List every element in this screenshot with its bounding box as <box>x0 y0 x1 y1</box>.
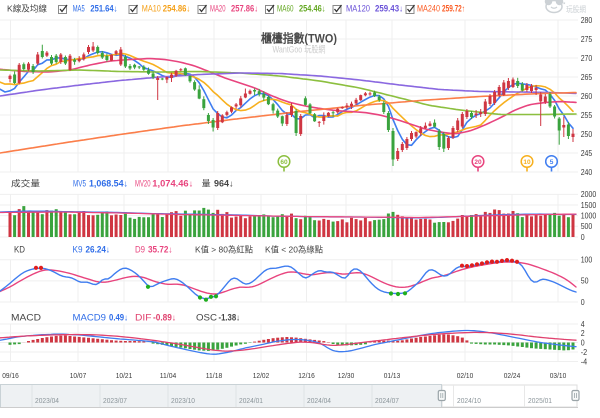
svg-text:245: 245 <box>581 149 593 158</box>
svg-text:0.49↓: 0.49↓ <box>109 313 128 323</box>
svg-text:2025/01: 2025/01 <box>528 398 552 405</box>
svg-text:03/10: 03/10 <box>550 371 567 380</box>
svg-text:250: 250 <box>581 130 593 139</box>
svg-text:257.86↓: 257.86↓ <box>231 3 258 13</box>
svg-text:10: 10 <box>523 159 531 166</box>
svg-text:259.43↓: 259.43↓ <box>375 3 403 13</box>
svg-text:2023/10: 2023/10 <box>171 398 195 405</box>
svg-text:DIF: DIF <box>135 313 152 323</box>
svg-text:260: 260 <box>581 92 593 101</box>
svg-text:2024/07: 2024/07 <box>375 398 399 405</box>
svg-text:20: 20 <box>474 159 482 166</box>
svg-text:280: 280 <box>581 16 593 25</box>
svg-text:35.72↓: 35.72↓ <box>148 245 173 255</box>
svg-text:1,068.54↓: 1,068.54↓ <box>89 178 128 188</box>
svg-text:MA240: MA240 <box>417 3 440 13</box>
svg-text:0: 0 <box>581 339 585 348</box>
svg-text:K線及均線: K線及均線 <box>7 4 48 14</box>
svg-text:254.46↓: 254.46↓ <box>299 3 326 13</box>
svg-text:02/24: 02/24 <box>504 371 521 380</box>
svg-text:K值 < 20為綠點: K值 < 20為綠點 <box>265 245 323 255</box>
svg-text:275: 275 <box>581 35 593 44</box>
svg-text:12/16: 12/16 <box>298 371 315 380</box>
svg-text:964↓: 964↓ <box>214 178 234 188</box>
svg-text:KD: KD <box>14 245 25 255</box>
svg-text:成交量: 成交量 <box>11 178 41 188</box>
svg-text:270: 270 <box>581 54 593 63</box>
svg-text:240: 240 <box>581 168 593 177</box>
svg-text:MV20: MV20 <box>135 178 151 188</box>
svg-text:MACD: MACD <box>11 313 42 323</box>
svg-text:2023/07: 2023/07 <box>103 398 127 405</box>
svg-text:100: 100 <box>581 256 593 265</box>
svg-text:500: 500 <box>581 222 593 231</box>
svg-text:0: 0 <box>581 233 585 242</box>
svg-text:11/04: 11/04 <box>160 371 177 380</box>
svg-text:2: 2 <box>581 329 585 338</box>
svg-text:櫃檯指數(TWO): 櫃檯指數(TWO) <box>261 31 337 46</box>
svg-text:MA120: MA120 <box>346 3 370 13</box>
svg-text:K9: K9 <box>73 245 83 255</box>
svg-text:2000: 2000 <box>581 190 597 199</box>
svg-text:D9: D9 <box>135 245 145 255</box>
svg-text:WantGoo 玩股網: WantGoo 玩股網 <box>273 44 326 55</box>
svg-text:259.72↑: 259.72↑ <box>442 3 465 13</box>
svg-text:11/18: 11/18 <box>206 371 223 380</box>
svg-text:1500: 1500 <box>581 201 597 210</box>
svg-text:MACD9: MACD9 <box>73 313 107 323</box>
svg-text:MA20: MA20 <box>210 3 226 13</box>
svg-text:2023/04: 2023/04 <box>35 398 59 405</box>
svg-text:2024/01: 2024/01 <box>239 398 263 405</box>
svg-text:251.64↓: 251.64↓ <box>90 3 117 13</box>
svg-text:量: 量 <box>202 178 212 188</box>
svg-text:1000: 1000 <box>581 212 597 221</box>
svg-text:50: 50 <box>581 277 589 286</box>
svg-text:255: 255 <box>581 111 593 120</box>
svg-text:K值 > 80為紅點: K值 > 80為紅點 <box>195 245 253 255</box>
svg-text:0: 0 <box>581 298 585 307</box>
svg-text:2024/04: 2024/04 <box>307 398 331 405</box>
svg-text:玩股網: 玩股網 <box>566 4 586 14</box>
svg-text:-4: -4 <box>581 357 588 366</box>
svg-text:-1.38↓: -1.38↓ <box>219 313 241 323</box>
svg-text:60: 60 <box>280 159 288 166</box>
svg-text:26.24↓: 26.24↓ <box>86 245 111 255</box>
svg-text:MV5: MV5 <box>73 178 86 188</box>
svg-text:01/13: 01/13 <box>384 371 401 380</box>
svg-text:MA10: MA10 <box>142 3 161 13</box>
svg-text:4: 4 <box>581 320 585 329</box>
svg-text:254.86↓: 254.86↓ <box>163 3 191 13</box>
svg-text:12/30: 12/30 <box>338 371 355 380</box>
svg-text:-2: -2 <box>581 348 588 357</box>
svg-text:09/16: 09/16 <box>2 371 19 380</box>
svg-text:12/02: 12/02 <box>253 371 270 380</box>
svg-text:10/07: 10/07 <box>70 371 87 380</box>
svg-text:10/21: 10/21 <box>116 371 133 380</box>
svg-text:5: 5 <box>550 159 554 166</box>
svg-text:MA60: MA60 <box>277 3 294 13</box>
svg-text:MA5: MA5 <box>73 3 85 13</box>
svg-text:2024/10: 2024/10 <box>457 398 481 405</box>
svg-text:1,074.46↓: 1,074.46↓ <box>152 178 193 188</box>
svg-text:OSC: OSC <box>196 313 218 323</box>
svg-text:265: 265 <box>581 73 593 82</box>
svg-text:02/10: 02/10 <box>457 371 474 380</box>
svg-text:-0.89↓: -0.89↓ <box>153 313 176 323</box>
